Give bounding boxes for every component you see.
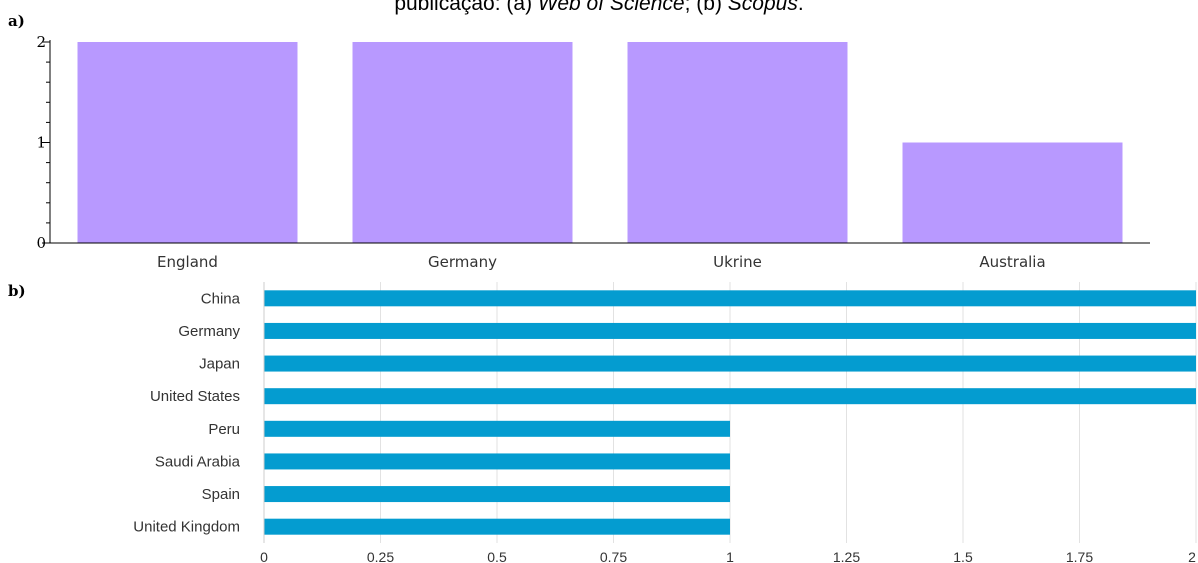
chart-b-bar xyxy=(264,420,730,437)
chart-b-x-tick-label: 0 xyxy=(260,549,268,563)
chart-a-y-tick-label: 1 xyxy=(36,134,46,152)
caption-suffix: . xyxy=(797,0,804,15)
chart-b-x-tick-label: 2 xyxy=(1188,549,1196,563)
chart-b-category-label: China xyxy=(201,290,241,307)
figure-caption: publicação: (a) Web of Science; (b) Scop… xyxy=(0,0,1198,16)
chart-b-panel-label: b) xyxy=(8,282,26,300)
chart-a-vertical-bars: a) 0 1 2 England Germany Ukrine Australia xyxy=(8,12,1150,271)
chart-a-bar xyxy=(77,42,298,243)
chart-a-bar xyxy=(902,142,1123,243)
chart-b-bar xyxy=(264,290,1196,307)
caption-middle: ; (b) xyxy=(684,0,728,15)
chart-a-x-tick-label: Germany xyxy=(428,253,497,271)
chart-b-category-label: Peru xyxy=(208,421,240,438)
chart-b-category-label: Japan xyxy=(199,356,240,373)
chart-b-x-tick-label: 0.5 xyxy=(487,549,507,563)
chart-b-x-tick-label: 1.25 xyxy=(833,549,860,563)
chart-b-x-tick-label: 1.5 xyxy=(953,549,973,563)
caption-source-a: Web of Science xyxy=(537,0,685,15)
caption-source-b: Scopus xyxy=(727,0,798,15)
chart-a-x-tick-label: Australia xyxy=(979,253,1045,271)
chart-a-y-tick-label: 2 xyxy=(36,33,46,51)
chart-b-category-label: United Kingdom xyxy=(133,519,240,536)
chart-b-x-tick-label: 0.25 xyxy=(367,549,394,563)
chart-b-bar xyxy=(264,388,1196,405)
chart-b-bar xyxy=(264,453,730,470)
chart-a-panel-label: a) xyxy=(8,12,25,30)
chart-b-bar xyxy=(264,322,1196,339)
chart-b-bar xyxy=(264,518,730,535)
chart-b-category-label: Germany xyxy=(178,323,240,340)
chart-a-x-tick-label: Ukrine xyxy=(713,253,762,271)
chart-b-bar xyxy=(264,355,1196,372)
caption-prefix: publicação: (a) xyxy=(394,0,538,15)
chart-a-bar xyxy=(627,42,848,243)
chart-a-y-tick-label: 0 xyxy=(36,234,46,252)
chart-b-horizontal-bars: b) 0 0.25 0.5 0.75 1 1.25 1.5 1.75 2 China Germany J… xyxy=(8,282,1197,563)
chart-a-x-tick-label: England xyxy=(157,253,218,271)
chart-b-x-tick-label: 1.75 xyxy=(1066,549,1093,563)
chart-b-bar xyxy=(264,486,730,503)
chart-b-category-label: Spain xyxy=(202,486,240,503)
chart-b-x-tick-label: 0.75 xyxy=(600,549,627,563)
chart-a-bar xyxy=(352,42,573,243)
chart-b-category-label: United States xyxy=(150,388,240,405)
chart-b-category-label: Saudi Arabia xyxy=(155,453,241,470)
chart-b-x-tick-label: 1 xyxy=(726,549,734,563)
